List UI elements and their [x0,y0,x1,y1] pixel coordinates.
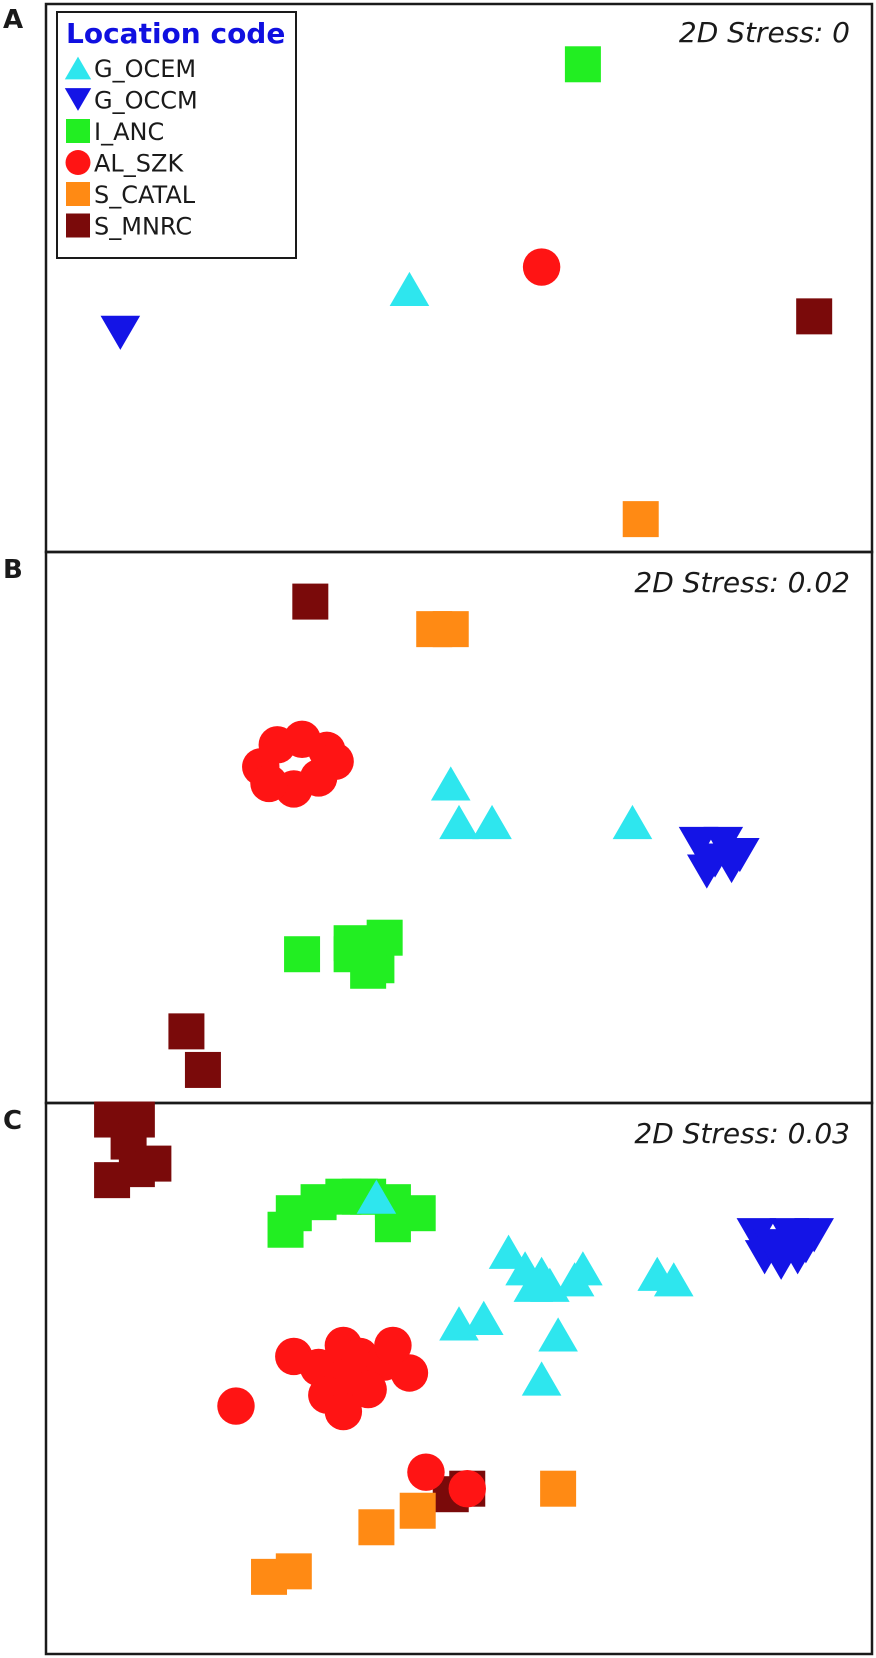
point-s-catal-4 [275,1553,312,1590]
point-g-ocem-4 [612,804,653,840]
point-s-catal-1 [622,501,659,538]
point-g-occm-3 [769,1218,810,1253]
panel-c-points [94,1101,834,1595]
point-g-ocem-1 [389,271,430,307]
point-i-anc-7 [267,1211,304,1248]
point-al-szk-11 [217,1387,255,1425]
panel-a-stress: 2D Stress: 0 [679,16,850,49]
point-g-ocem-1 [356,1179,397,1214]
point-al-szk-6 [390,1354,429,1392]
legend-label-s-mnrc: S_MNRC [94,213,192,241]
point-g-ocem-3 [472,804,512,840]
point-i-anc-1 [284,936,321,973]
point-g-ocem-11 [538,1317,578,1352]
point-g-occm-6 [687,854,727,889]
panel-a-points [100,46,833,538]
legend-marker-s-catal [66,182,90,206]
point-g-ocem-1 [430,766,471,801]
point-s-mnrc-2 [168,1013,205,1050]
point-al-szk-8 [250,764,288,803]
point-al-szk-14 [448,1469,486,1508]
point-s-mnrc-1 [796,298,833,335]
point-al-szk-10 [374,1326,412,1365]
panel-b-stress: 2D Stress: 0.02 [634,566,850,599]
point-s-catal-1 [358,1509,395,1546]
panel-a: A 2D Stress: 0 [3,2,874,554]
point-g-ocem-14 [530,1267,570,1302]
point-g-occm-7 [777,1240,818,1275]
legend-label-s-catal: S_CATAL [94,181,196,209]
point-g-ocem-2 [488,1234,529,1269]
legend-label-g-ocem: G_OCEM [94,55,196,83]
point-s-catal-5 [540,1470,577,1507]
panel-b-letter: B [3,555,23,585]
legend-marker-g-occm [64,88,92,111]
legend: Location code G_OCEM G_OCCM I_ANC AL_SZK S_C… [56,11,297,259]
point-g-occm-1 [100,315,141,350]
point-s-catal-2 [399,1492,436,1529]
point-g-ocem-10 [463,1300,504,1335]
point-g-ocem-12 [521,1361,562,1396]
point-al-szk-13 [407,1453,445,1491]
point-s-mnrc-3 [184,1051,221,1088]
legend-label-al-szk: AL_SZK [94,150,184,178]
legend-entries: G_OCEM G_OCCM I_ANC AL_SZK S_CATAL S_MNRC [64,55,198,241]
point-g-ocem-8 [653,1262,694,1297]
point-g-ocem-2 [439,804,479,840]
point-s-mnrc-1 [292,583,329,620]
point-al-szk-1 [522,248,561,286]
point-i-anc-5 [366,919,403,956]
legend-label-g-occm: G_OCCM [94,87,198,115]
legend-marker-g-ocem [64,56,92,80]
point-s-catal-2 [432,611,469,648]
legend-box [56,11,297,259]
point-g-ocem-6 [554,1262,595,1297]
point-al-szk-12 [324,1392,363,1431]
panel-c-frame [44,1101,874,1656]
legend-marker-i-anc [66,119,90,143]
panel-c-stress: 2D Stress: 0.03 [634,1117,850,1150]
panel-a-letter: A [3,5,23,35]
legend-marker-s-mnrc [66,213,90,238]
panel-c: C 2D Stress: 0.03 [3,1101,874,1656]
legend-marker-al-szk [65,150,91,175]
panel-b-points [168,583,760,1088]
point-g-occm-8 [794,1218,834,1253]
legend-title: Location code [66,17,285,50]
legend-label-i-anc: I_ANC [94,118,164,146]
point-i-anc-1 [564,46,601,83]
point-i-anc-6 [350,952,387,989]
panel-c-letter: C [3,1106,22,1136]
point-g-occm-1 [736,1218,777,1253]
point-s-mnrc-6 [135,1145,172,1182]
